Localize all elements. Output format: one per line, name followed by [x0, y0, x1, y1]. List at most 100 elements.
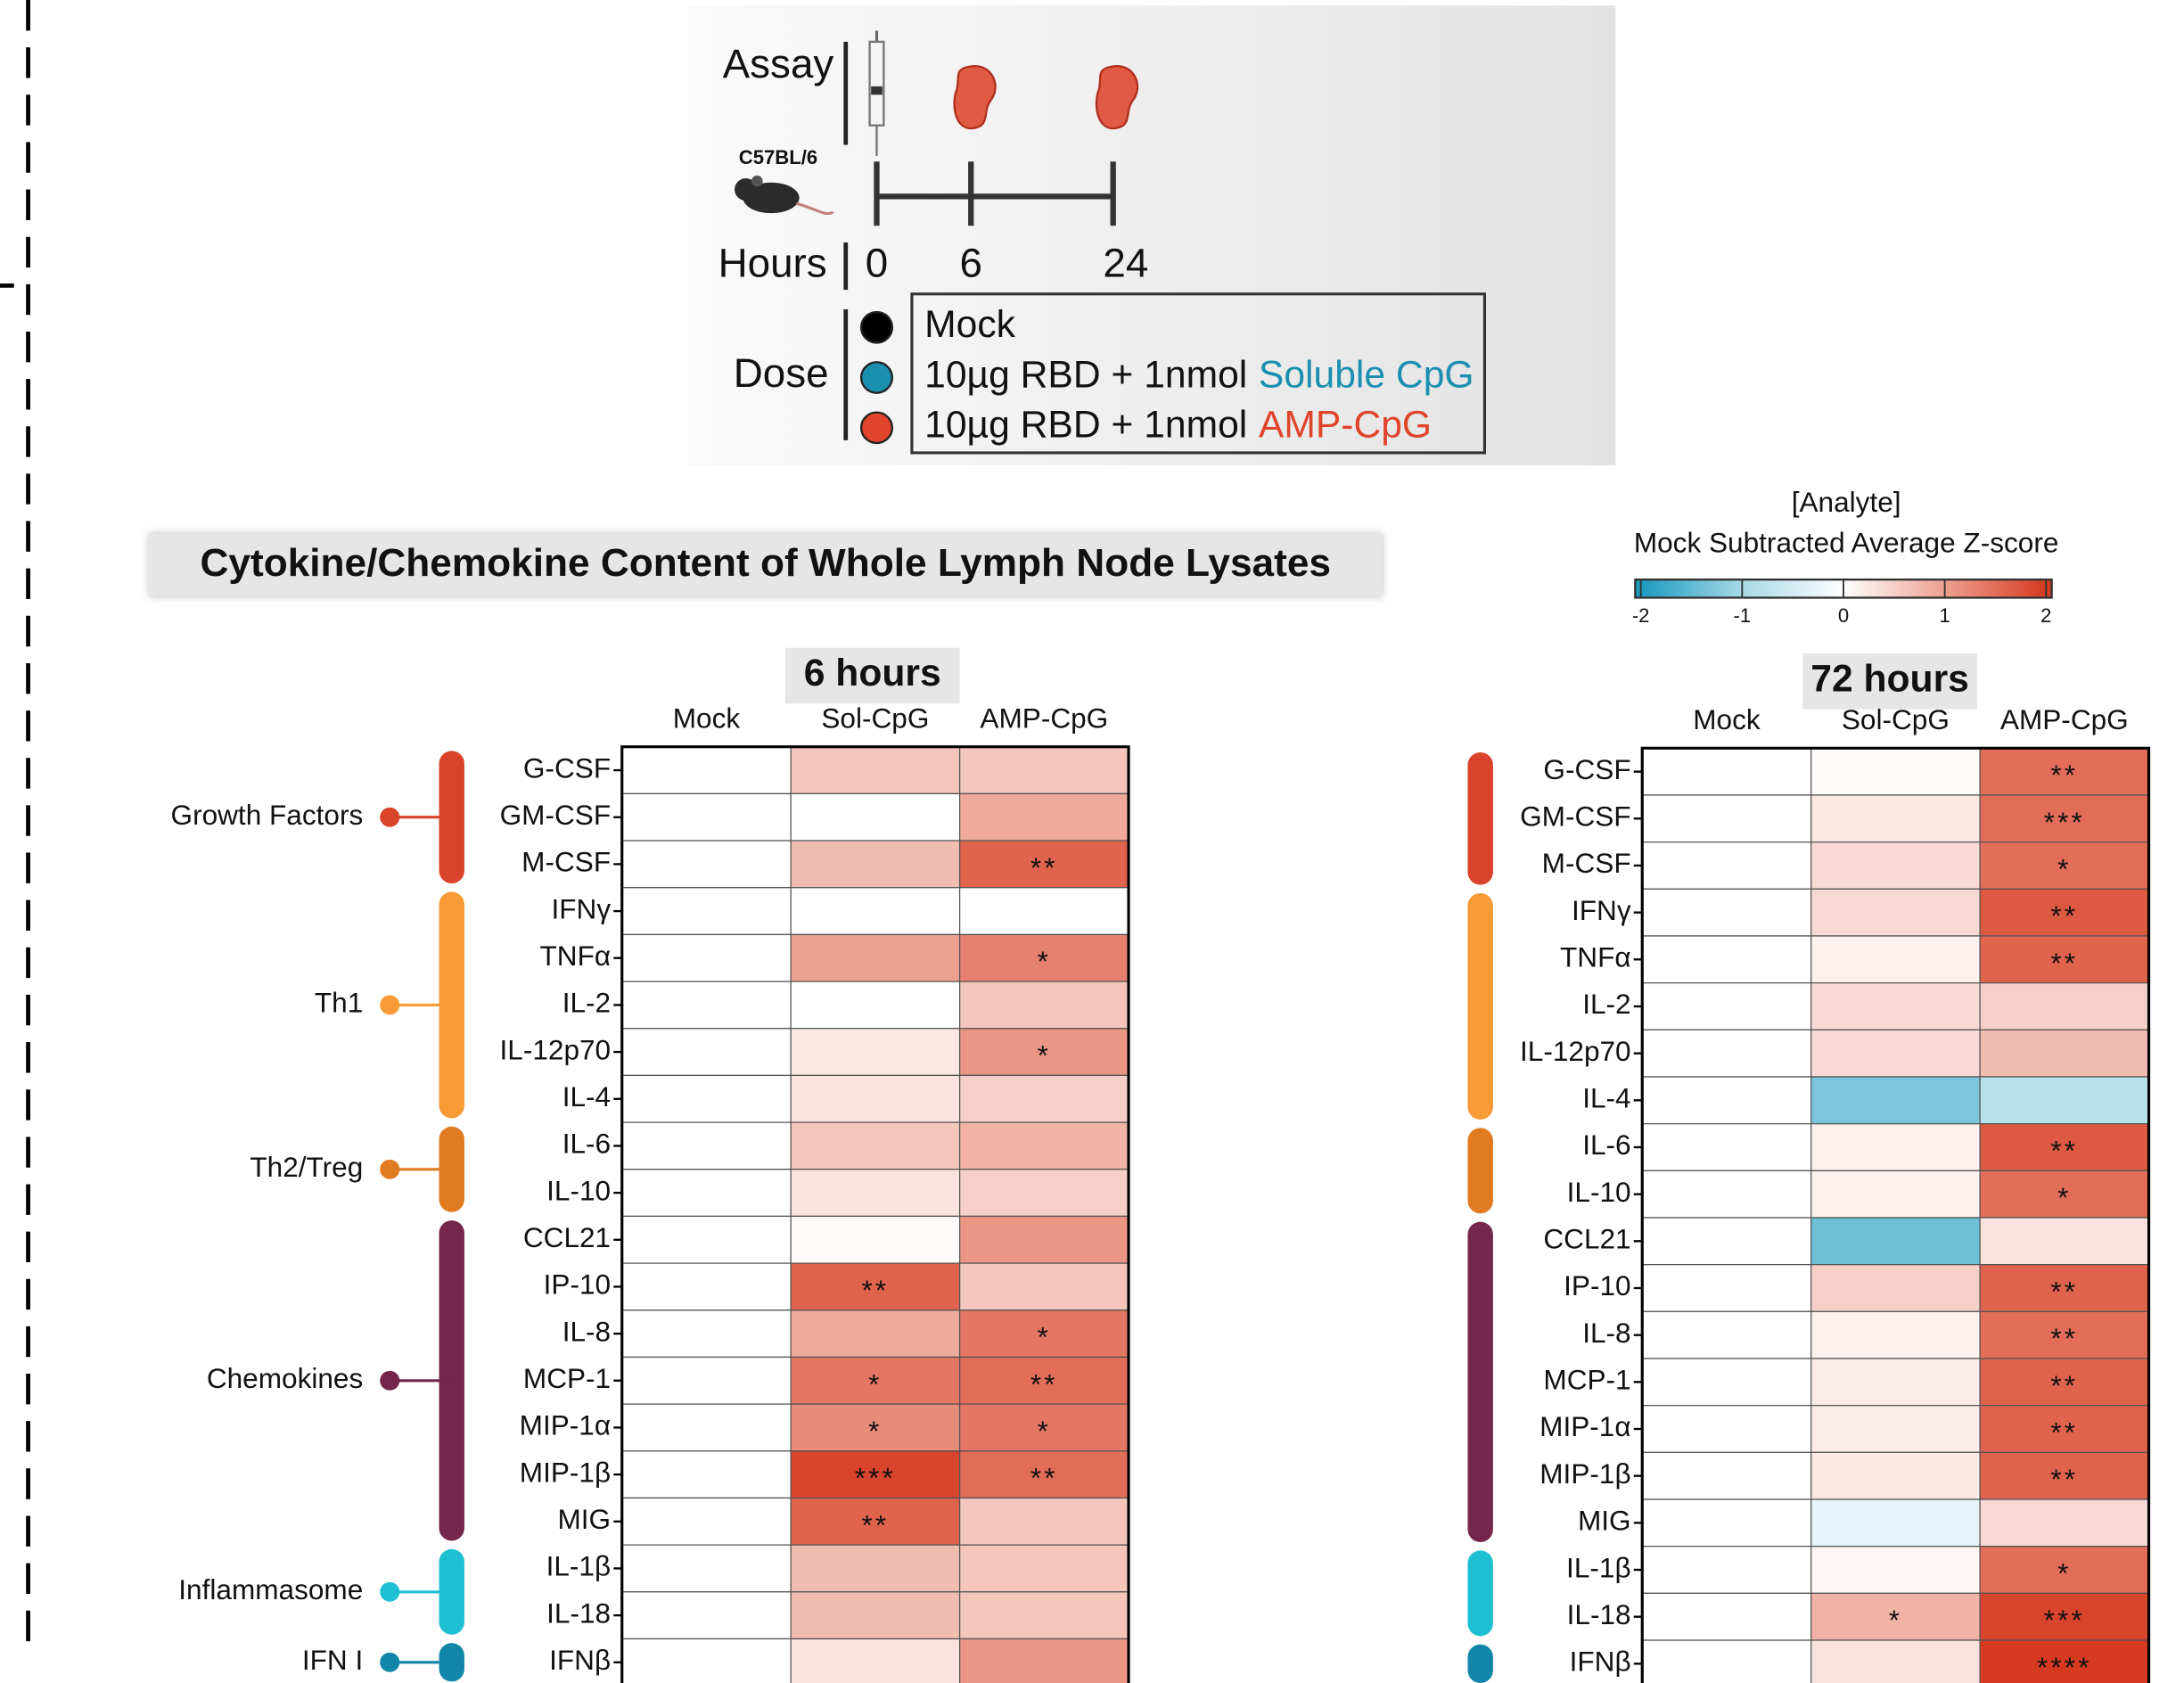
significance: **	[2050, 1370, 2078, 1401]
heatmap-cell	[1642, 1547, 1810, 1594]
group-dot	[380, 1582, 399, 1602]
row-label: IL-10	[1567, 1177, 1631, 1208]
column-label: AMP-CpG	[980, 702, 1108, 734]
panel-title: 72 hours	[1810, 658, 1969, 700]
group-dot	[380, 808, 399, 827]
significance: *	[2057, 1558, 2071, 1589]
heatmap-cell	[622, 1122, 791, 1170]
heatmap-cell	[1980, 1030, 2148, 1077]
row-label: G-CSF	[523, 752, 611, 784]
row-label: IL-18	[546, 1598, 611, 1630]
group-dot	[380, 1371, 399, 1391]
colorbar-tick-label: -1	[1733, 604, 1751, 627]
heatmap-cell	[1811, 1452, 1980, 1499]
heatmap-cell	[622, 888, 791, 935]
dose-dot	[861, 413, 892, 443]
significance: *	[1038, 1040, 1051, 1071]
group-label: Growth Factors	[171, 800, 364, 831]
heatmap-cell	[622, 1592, 791, 1639]
heatmap-cell	[1642, 748, 1810, 795]
row-label: TNFα	[540, 940, 612, 972]
significance: **	[2050, 900, 2078, 932]
row-label: CCL21	[523, 1222, 611, 1253]
heatmap-cell	[791, 1170, 959, 1217]
heading: Cytokine/Chemokine Content of Whole Lymp…	[201, 541, 1331, 585]
heatmap-cell	[791, 1122, 959, 1170]
column-label: Sol-CpG	[821, 702, 929, 734]
colorbar-tick-label: 2	[2040, 604, 2051, 627]
hour-label: 24	[1103, 241, 1148, 286]
group-dot	[380, 1653, 399, 1672]
row-label: IL-12p70	[1520, 1036, 1631, 1067]
significance: **	[2050, 1277, 2078, 1308]
figure: Assay C57BL/6 Hours Dose Cytokine/Chemok…	[0, 0, 2184, 1683]
heatmap-cell	[622, 981, 791, 1029]
heatmap-cell	[622, 1075, 791, 1122]
heatmap-cell	[1642, 1124, 1810, 1171]
row-label: MIP-1β	[1539, 1458, 1630, 1490]
heatmap-cell	[791, 1216, 959, 1263]
significance: **	[1030, 1368, 1058, 1400]
heatmap-cell	[622, 1451, 791, 1498]
row-label: MIP-1α	[520, 1410, 611, 1441]
colorbar-tick-label: 1	[1939, 604, 1950, 627]
heatmap-cell	[960, 981, 1129, 1029]
row-label: M-CSF	[521, 847, 611, 878]
heatmap-cell	[960, 1122, 1129, 1170]
heatmap-cell	[1642, 795, 1810, 842]
heatmap-cell	[1811, 1547, 1980, 1594]
row-label: MIP-1β	[520, 1457, 611, 1489]
heatmap-cell	[1642, 889, 1810, 936]
heatmap-cell	[1811, 1170, 1980, 1218]
row-label: IL-12p70	[500, 1034, 612, 1065]
heatmap-cell	[791, 934, 959, 981]
significance: *	[1038, 1322, 1051, 1353]
dose-text-main: 10µg RBD + 1nmol	[924, 404, 1247, 446]
row-label: IL-4	[1582, 1083, 1630, 1114]
heatmap-cell	[1811, 1077, 1980, 1124]
heatmap-cell	[791, 888, 959, 935]
row-label: IL-8	[562, 1316, 611, 1347]
heatmap-cell	[791, 981, 959, 1029]
heatmap-cell	[622, 1638, 791, 1683]
heatmap-cell	[1811, 1499, 1980, 1547]
group-label: IFN I	[302, 1645, 363, 1676]
row-label: IFNγ	[551, 893, 611, 924]
heatmap-cell	[791, 1545, 959, 1592]
heatmap-cell	[1642, 1077, 1810, 1124]
dose-label: Dose	[734, 350, 829, 396]
heatmap-cell	[622, 793, 791, 841]
group-bar	[1467, 1645, 1492, 1683]
heatmap-cell	[960, 1638, 1129, 1683]
heatmap-cell	[1811, 842, 1980, 890]
heatmap-cell	[1980, 1218, 2148, 1265]
row-label: IFNγ	[1572, 895, 1631, 926]
heatmap-cell	[791, 1638, 959, 1683]
row-label: IL-6	[1582, 1129, 1630, 1161]
hour-label: 6	[960, 241, 982, 286]
heatmap-cell	[622, 1498, 791, 1545]
significance: ***	[855, 1463, 896, 1494]
heatmap-cell	[960, 1263, 1129, 1310]
heatmap-cell	[960, 1592, 1129, 1639]
group-bar	[1467, 1128, 1492, 1213]
row-label: MIG	[557, 1504, 611, 1535]
heatmap-cell	[1642, 1452, 1810, 1499]
heatmap-cell	[791, 841, 959, 888]
significance: ***	[2044, 807, 2085, 838]
column-label: Mock	[673, 702, 741, 734]
significance: **	[1030, 852, 1058, 883]
row-label: TNFα	[1560, 942, 1631, 973]
group-label: Inflammasome	[178, 1574, 363, 1605]
heatmap-cell	[622, 841, 791, 888]
row-label: M-CSF	[1542, 848, 1631, 879]
page: { "schematic": { "assay_label": "Assay",…	[0, 0, 2184, 1683]
heatmap-cell	[960, 1216, 1129, 1263]
heatmap-cell	[1811, 1311, 1980, 1359]
group-label: Chemokines	[207, 1363, 363, 1394]
heatmap-cell	[791, 1075, 959, 1122]
row-label: IP-10	[544, 1269, 611, 1301]
heatmap-cell	[1811, 1640, 1980, 1683]
significance: **	[2050, 948, 2078, 979]
significance: **	[2050, 1464, 2078, 1495]
